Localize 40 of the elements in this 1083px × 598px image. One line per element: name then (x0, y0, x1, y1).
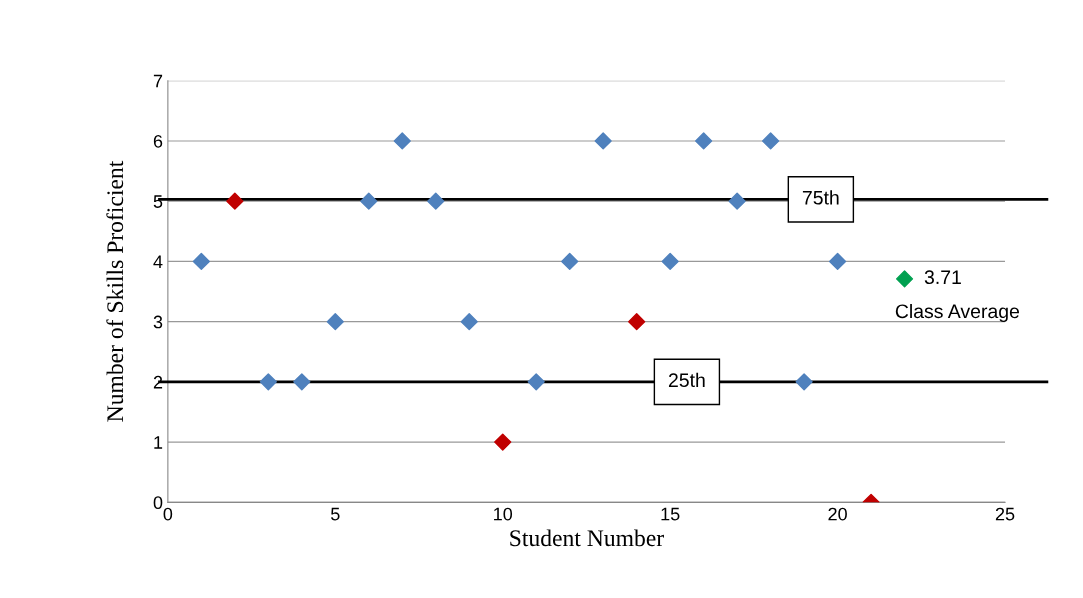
x-tick-label: 10 (494, 507, 513, 521)
point (728, 192, 746, 210)
y-tick-label: 1 (154, 436, 163, 449)
point (427, 192, 445, 210)
data-label: 3.71 (924, 270, 961, 285)
x-axis-title: Student Number (510, 529, 664, 547)
point (226, 192, 244, 210)
point (762, 132, 780, 150)
x-tick-label: 20 (828, 507, 847, 521)
point (293, 373, 311, 391)
y-tick-label: 0 (153, 496, 163, 510)
point (192, 252, 210, 271)
y-tick-label: 5 (153, 195, 163, 208)
x-tick-label: 0 (163, 507, 173, 521)
point (628, 313, 646, 331)
y-tick-label: 6 (153, 134, 163, 148)
point (695, 132, 713, 150)
point (393, 132, 411, 150)
x-tick-label: 15 (661, 507, 680, 521)
point (326, 313, 344, 331)
point (661, 252, 679, 271)
y-axis-title: Number of Skills Proficient (106, 160, 124, 422)
ref-line-label: 75th (802, 190, 839, 205)
y-tick-label: 7 (153, 74, 163, 88)
point (795, 373, 813, 391)
point (259, 373, 277, 391)
point (828, 252, 847, 271)
point (460, 313, 478, 331)
point (494, 433, 512, 451)
point (360, 192, 378, 210)
ref-line-label: 25th (668, 372, 705, 388)
point (895, 270, 914, 288)
point (594, 132, 612, 150)
point (527, 373, 545, 391)
point (561, 252, 579, 271)
x-tick-label: 25 (995, 507, 1015, 521)
annotation: Class Average (895, 303, 1020, 322)
x-tick-label: 5 (331, 507, 340, 521)
y-tick-label: 4 (153, 255, 163, 268)
y-tick-label: 3 (153, 315, 163, 329)
